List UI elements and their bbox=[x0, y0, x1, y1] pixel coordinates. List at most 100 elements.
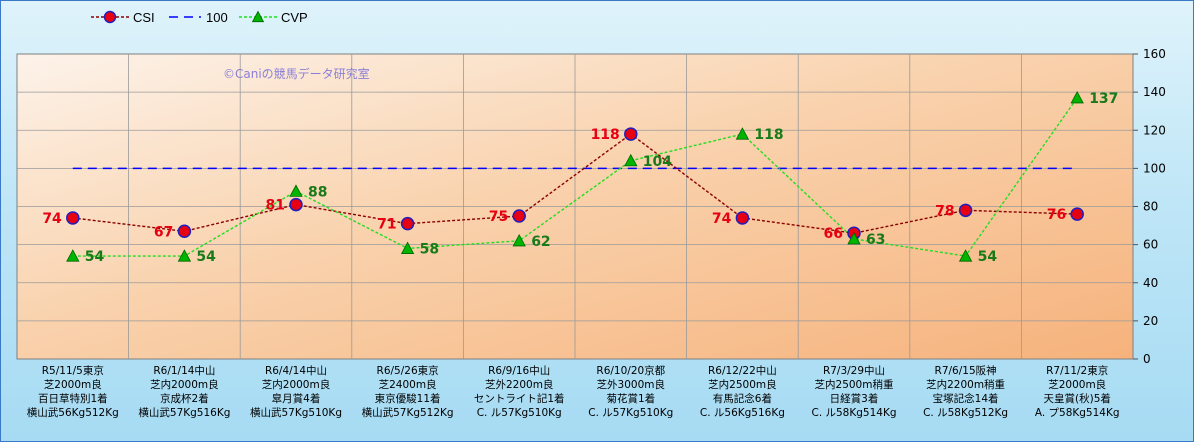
x-tick-label: 横山武57Kg510Kg bbox=[250, 406, 342, 419]
x-tick-label: R7/6/15阪神 bbox=[935, 364, 997, 377]
cvp-data-label: 88 bbox=[308, 184, 327, 200]
x-tick-label: 芝外2200m良 bbox=[485, 378, 553, 391]
csi-data-label: 78 bbox=[935, 203, 954, 219]
x-tick-label: 芝内2500m良 bbox=[708, 378, 776, 391]
x-tick-label: R7/11/2東京 bbox=[1046, 364, 1108, 377]
x-tick-label: 横山武57Kg512Kg bbox=[362, 406, 454, 419]
x-tick-label: A. プ58Kg514Kg bbox=[1035, 407, 1120, 419]
x-tick-label: 有馬記念6着 bbox=[713, 392, 772, 405]
csi-point bbox=[512, 209, 526, 223]
x-tick-label: R6/4/14中山 bbox=[265, 364, 327, 377]
y-tick-label: 20 bbox=[1143, 314, 1158, 328]
cvp-point bbox=[958, 249, 973, 262]
x-tick-label: 京成杯2着 bbox=[160, 392, 209, 405]
x-tick-label: 横山武57Kg516Kg bbox=[138, 406, 230, 419]
x-tick-label: 芝2400m良 bbox=[379, 378, 437, 391]
cvp-data-label: 118 bbox=[754, 127, 783, 143]
csi-data-label: 67 bbox=[154, 224, 173, 240]
csi-data-label: 74 bbox=[712, 211, 732, 227]
x-tick-label: C. ル57Kg510Kg bbox=[477, 407, 562, 419]
x-tick-label: 宝塚記念14着 bbox=[933, 392, 999, 405]
legend-cvp-label: CVP bbox=[281, 10, 308, 25]
cvp-data-label: 54 bbox=[978, 249, 998, 265]
cvp-data-label: 62 bbox=[531, 234, 550, 250]
x-tick-label: 芝内2000m良 bbox=[150, 378, 218, 391]
cvp-point bbox=[177, 249, 192, 262]
y-tick-label: 140 bbox=[1143, 85, 1166, 99]
series-cvp-line bbox=[72, 97, 1078, 257]
csi-data-label: 81 bbox=[266, 198, 285, 214]
csi-data-label: 75 bbox=[489, 209, 508, 225]
csi-point bbox=[289, 197, 303, 212]
x-tick-label: R5/11/5東京 bbox=[42, 364, 104, 377]
x-tick-label: C. ル56Kg516Kg bbox=[700, 407, 785, 419]
watermark: ©Caniの競馬データ研究室 bbox=[223, 66, 370, 81]
csi-point bbox=[735, 211, 750, 225]
x-tick-label: 芝2000m良 bbox=[44, 378, 102, 391]
x-tick-label: 芝2000m良 bbox=[1048, 378, 1106, 391]
y-tick-label: 80 bbox=[1143, 200, 1158, 214]
cvp-data-label: 63 bbox=[866, 232, 885, 248]
x-tick-label: 日経賞3着 bbox=[830, 392, 879, 405]
x-tick-label: R6/1/14中山 bbox=[153, 364, 215, 377]
x-tick-label: 横山武56Kg512Kg bbox=[27, 406, 119, 419]
x-tick-label: 東京優駿11着 bbox=[375, 392, 441, 405]
cvp-point bbox=[735, 127, 750, 140]
cvp-data-label: 54 bbox=[85, 249, 105, 265]
cvp-point bbox=[624, 153, 638, 167]
csi-data-label: 66 bbox=[824, 226, 843, 242]
x-tick-label: 芝外3000m良 bbox=[597, 378, 665, 391]
x-tick-label: R7/3/29中山 bbox=[823, 364, 885, 377]
x-tick-label: C. ル58Kg514Kg bbox=[811, 407, 896, 419]
x-tick-label: 百日草特別1着 bbox=[38, 392, 108, 405]
cvp-data-label: 58 bbox=[420, 241, 439, 257]
x-tick-label: 芝内2200m稍重 bbox=[926, 378, 1005, 391]
csi-point bbox=[177, 224, 192, 239]
legend-csi-marker bbox=[103, 10, 117, 24]
cvp-point bbox=[847, 232, 861, 245]
csi-point bbox=[624, 127, 638, 141]
y-tick-label: 0 bbox=[1143, 352, 1151, 366]
csi-data-label: 118 bbox=[591, 127, 620, 143]
csi-point bbox=[958, 203, 973, 218]
cvp-data-label: 137 bbox=[1089, 91, 1118, 107]
csi-point bbox=[1070, 207, 1084, 221]
x-tick-label: C. ル57Kg510Kg bbox=[588, 407, 673, 419]
y-tick-label: 120 bbox=[1143, 123, 1166, 137]
cvp-point bbox=[289, 184, 303, 197]
x-tick-label: R6/5/26東京 bbox=[377, 364, 439, 377]
cvp-data-label: 104 bbox=[643, 154, 672, 170]
y-tick-label: 40 bbox=[1143, 276, 1158, 290]
x-tick-label: R6/9/16中山 bbox=[488, 364, 550, 377]
csi-data-label: 76 bbox=[1047, 207, 1066, 223]
csi-point bbox=[400, 216, 415, 231]
cvp-point bbox=[66, 249, 80, 262]
y-axis: 0 20 40 60 80 100 120 140 160 bbox=[1133, 47, 1166, 366]
x-tick-label: セントライト記1着 bbox=[474, 392, 565, 405]
csi-point bbox=[66, 211, 80, 225]
x-tick-label: 皐月賞4着 bbox=[272, 392, 321, 405]
legend: CSI 100 CVP bbox=[91, 10, 308, 25]
series-csi-line bbox=[72, 133, 1078, 234]
y-tick-label: 60 bbox=[1143, 238, 1158, 252]
cvp-point bbox=[1070, 91, 1084, 104]
y-tick-label: 100 bbox=[1143, 161, 1166, 175]
x-tick-label: C. ル58Kg512Kg bbox=[923, 407, 1008, 419]
csi-data-label: 71 bbox=[377, 217, 396, 233]
x-tick-label: 天皇賞(秋)5着 bbox=[1044, 392, 1111, 405]
y-tick-label: 160 bbox=[1143, 47, 1166, 61]
x-tick-label: R6/12/22中山 bbox=[708, 364, 777, 377]
legend-csi-label: CSI bbox=[133, 10, 155, 25]
x-tick-label: 菊花賞1着 bbox=[606, 392, 655, 405]
legend-100-label: 100 bbox=[206, 10, 228, 25]
series-layer: 74 67 81 71 75 118 74 66 78 76 54 54 88 58 62 104 118 63 5… bbox=[42, 91, 1118, 265]
csi-data-label: 74 bbox=[42, 211, 62, 227]
x-tick-label: 芝内2000m良 bbox=[262, 378, 330, 391]
cvp-point bbox=[512, 233, 526, 247]
legend-cvp-marker bbox=[251, 10, 265, 23]
cvp-point bbox=[400, 241, 415, 254]
cvp-data-label: 54 bbox=[196, 249, 216, 265]
